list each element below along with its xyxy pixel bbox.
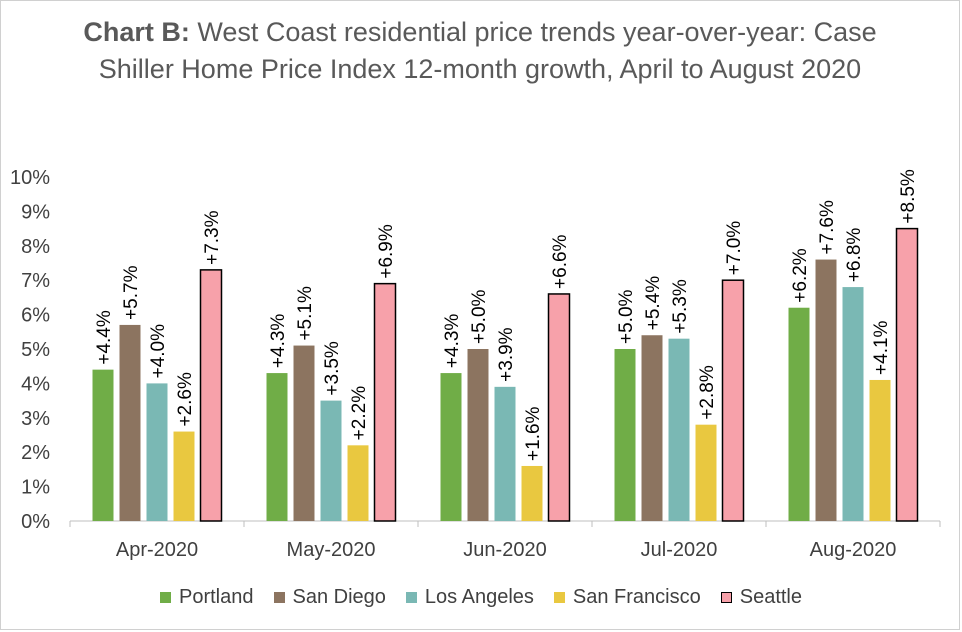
chart-title-prefix: Chart B: [83, 17, 190, 47]
data-label: +7.0% [724, 221, 745, 276]
legend-item: San Diego [273, 586, 386, 609]
data-label: +8.5% [898, 169, 919, 224]
y-tick-label: 1% [21, 477, 50, 499]
data-label: +5.0% [616, 289, 637, 344]
y-tick-label: 2% [21, 442, 50, 464]
legend-item: Los Angeles [405, 586, 534, 609]
y-tick-label: 9% [21, 201, 50, 223]
y-tick-label: 4% [21, 373, 50, 395]
legend-swatch [160, 592, 171, 603]
bar [895, 227, 919, 522]
y-tick-label: 0% [21, 511, 50, 533]
data-label: +6.6% [550, 234, 571, 289]
legend-label: San Francisco [572, 586, 701, 608]
data-label: +4.4% [94, 310, 115, 365]
legend-label: Los Angeles [424, 586, 534, 608]
y-tick-label: 5% [21, 339, 50, 361]
bar [467, 349, 489, 521]
y-tick-label: 7% [21, 270, 50, 292]
bar [293, 345, 315, 521]
legend-swatch [273, 592, 285, 603]
chart-title: Chart B: West Coast residential price tr… [60, 14, 900, 88]
data-label: +1.6% [523, 406, 544, 461]
data-label: +4.3% [442, 314, 463, 369]
x-tick-label: Jun-2020 [463, 539, 546, 561]
bar [721, 279, 745, 522]
data-label: +2.6% [175, 372, 196, 427]
bar [842, 287, 864, 521]
bar [788, 307, 810, 521]
legend-label: Seattle [739, 586, 802, 608]
bar [92, 369, 114, 521]
bar [320, 400, 342, 521]
y-tick-label: 10% [10, 167, 50, 189]
data-label: +2.8% [697, 365, 718, 420]
bar [815, 259, 837, 521]
legend-swatch [720, 592, 732, 603]
data-label: +4.1% [871, 320, 892, 375]
x-tick-label: Aug-2020 [810, 539, 897, 561]
legend-item: Portland [160, 586, 254, 609]
bar [373, 282, 397, 522]
x-tick-label: May-2020 [287, 539, 376, 561]
bar [695, 424, 717, 521]
bar [614, 349, 636, 521]
x-tick-label: Apr-2020 [116, 539, 198, 561]
chart-title-text: West Coast residential price trends year… [98, 17, 877, 84]
bar [266, 373, 288, 521]
legend-swatch [405, 592, 417, 603]
legend-label: San Diego [292, 586, 386, 608]
data-label: +6.9% [376, 224, 397, 279]
data-label: +4.3% [268, 314, 289, 369]
legend-item: San Francisco [553, 586, 701, 609]
bar [146, 383, 168, 521]
bar [494, 386, 516, 521]
bar [440, 373, 462, 521]
y-tick-label: 6% [21, 305, 50, 327]
data-label: +3.9% [496, 327, 517, 382]
data-label: +2.2% [349, 386, 370, 441]
y-tick-label: 8% [21, 236, 50, 258]
bar [521, 465, 543, 521]
bar [173, 431, 195, 521]
data-label: +5.4% [643, 276, 664, 331]
legend-swatch [553, 592, 565, 603]
data-label: +5.7% [121, 265, 142, 320]
bar [641, 335, 663, 521]
bar [119, 324, 141, 521]
chart-legend: Portland San Diego Los Angeles San Francisc… [0, 586, 962, 609]
data-label: +7.3% [202, 210, 223, 265]
legend-item: Seattle [720, 586, 802, 609]
data-label: +3.5% [322, 341, 343, 396]
legend-label: Portland [179, 586, 254, 608]
data-label: +6.2% [790, 248, 811, 303]
bar [547, 293, 571, 522]
bar [347, 445, 369, 521]
x-tick-label: Jul-2020 [641, 539, 718, 561]
bar [199, 269, 223, 522]
data-label: +6.8% [844, 228, 865, 283]
data-label: +7.6% [817, 200, 838, 255]
data-label: +5.0% [469, 289, 490, 344]
y-tick-label: 3% [21, 408, 50, 430]
data-label: +5.3% [670, 279, 691, 334]
bar [869, 379, 891, 521]
bar [668, 338, 690, 521]
data-label: +5.1% [295, 286, 316, 341]
data-label: +4.0% [148, 324, 169, 379]
